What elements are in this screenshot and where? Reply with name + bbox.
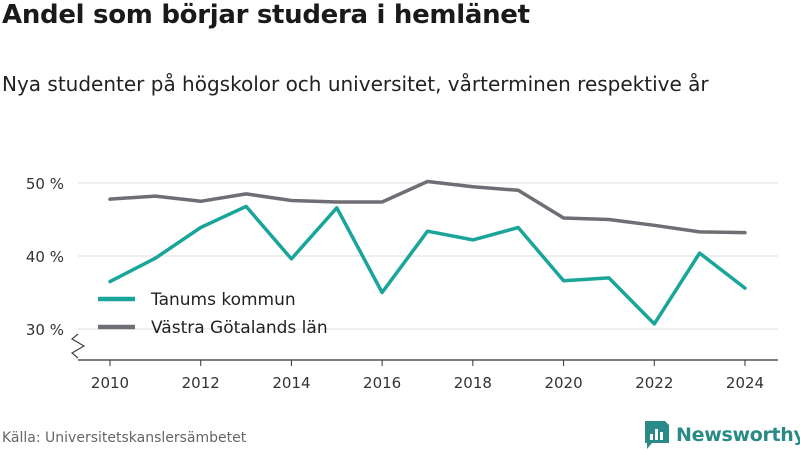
x-tick-label: 2016: [363, 374, 401, 392]
x-tick-label: 2022: [635, 374, 673, 392]
brand-name: Newsworthy: [676, 424, 800, 446]
x-tick-label: 2024: [726, 374, 764, 392]
y-axis-ticks: 30 % 40 % 50 %: [26, 175, 64, 339]
chart-title: Andel som börjar studera i hemlänet: [2, 0, 530, 30]
x-axis-ticks: 2010 2012 2014 2016 2018 2020 2022 2024: [91, 360, 764, 392]
chart-subtitle: Nya studenter på högskolor och universit…: [2, 72, 709, 96]
y-tick-label: 30 %: [26, 321, 64, 339]
legend: Tanums kommun Västra Götalands län: [98, 290, 328, 338]
x-tick-label: 2012: [182, 374, 220, 392]
x-tick-label: 2010: [91, 374, 129, 392]
y-tick-label: 40 %: [26, 248, 64, 266]
x-tick-label: 2014: [272, 374, 310, 392]
x-tick-label: 2020: [544, 374, 582, 392]
brand-logo: Newsworthy: [644, 420, 800, 450]
legend-label: Tanums kommun: [150, 290, 296, 310]
bar-chart-logo-icon: [645, 421, 669, 449]
source-note: Källa: Universitetskanslersämbetet: [2, 430, 247, 446]
line-chart: 30 % 40 % 50 % 2010 2012 2014 2016 2018 2020 202…: [26, 175, 778, 392]
x-tick-label: 2018: [454, 374, 492, 392]
legend-label: Västra Götalands län: [151, 318, 328, 338]
series-line: [108, 204, 747, 326]
axis-break-icon: [70, 333, 86, 359]
y-tick-label: 50 %: [26, 175, 64, 193]
series-lines: [108, 179, 747, 326]
series-line: [108, 179, 747, 235]
